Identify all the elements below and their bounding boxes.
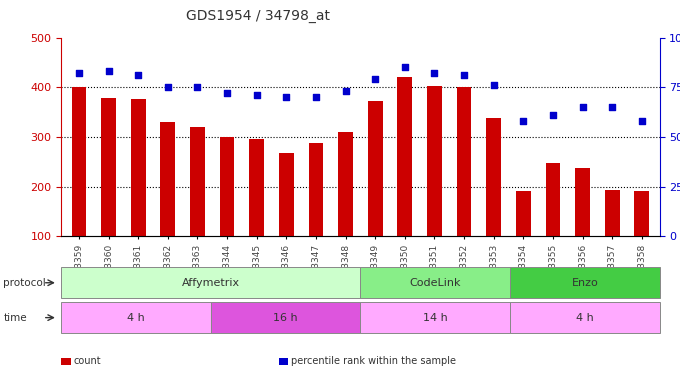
Point	[311, 94, 322, 100]
Point	[252, 92, 262, 98]
Text: time: time	[3, 313, 27, 322]
Bar	[250, 140, 264, 236]
Text: Affymetrix: Affymetrix	[182, 278, 240, 288]
Bar	[457, 87, 471, 236]
Bar	[131, 99, 146, 236]
Bar	[427, 86, 442, 236]
Bar	[279, 153, 294, 236]
Bar	[397, 77, 412, 236]
Bar	[368, 101, 383, 236]
Bar	[634, 190, 649, 236]
Point	[340, 88, 351, 94]
Point	[607, 104, 617, 110]
Point	[192, 84, 203, 90]
Bar	[516, 190, 530, 236]
Point	[518, 118, 529, 124]
Bar	[575, 168, 590, 236]
Text: protocol: protocol	[3, 278, 46, 288]
Text: 16 h: 16 h	[273, 313, 298, 322]
Text: 4 h: 4 h	[127, 313, 145, 322]
Text: GDS1954 / 34798_at: GDS1954 / 34798_at	[186, 9, 330, 23]
Point	[133, 72, 143, 78]
Point	[163, 84, 173, 90]
Bar	[605, 190, 619, 236]
Point	[399, 64, 410, 70]
Text: 14 h: 14 h	[423, 313, 447, 322]
Point	[370, 76, 381, 82]
Bar	[160, 122, 175, 236]
Point	[547, 112, 558, 118]
Text: percentile rank within the sample: percentile rank within the sample	[291, 356, 456, 366]
Text: 4 h: 4 h	[576, 313, 594, 322]
Point	[429, 70, 440, 76]
Point	[577, 104, 588, 110]
Point	[458, 72, 469, 78]
Point	[488, 82, 499, 88]
Text: Enzo: Enzo	[571, 278, 598, 288]
Bar	[71, 87, 86, 236]
Bar	[545, 163, 560, 236]
Bar	[220, 137, 235, 236]
Bar	[338, 132, 353, 236]
Text: CodeLink: CodeLink	[409, 278, 461, 288]
Bar	[486, 118, 501, 236]
Point	[222, 90, 233, 96]
Point	[636, 118, 647, 124]
Point	[103, 68, 114, 74]
Bar	[190, 127, 205, 236]
Bar	[309, 143, 324, 236]
Bar	[101, 98, 116, 236]
Text: count: count	[73, 356, 101, 366]
Point	[73, 70, 84, 76]
Point	[281, 94, 292, 100]
